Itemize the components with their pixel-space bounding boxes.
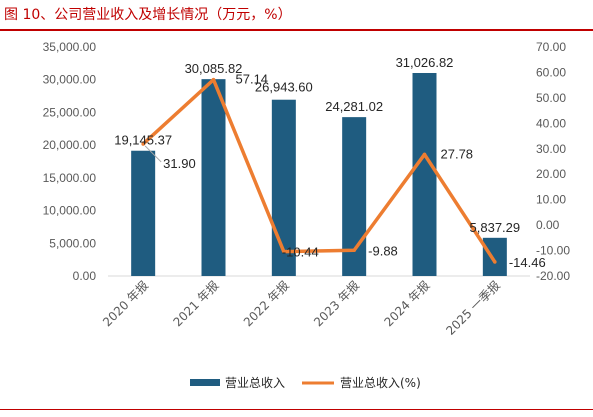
- line-point: [422, 152, 427, 157]
- line-point: [211, 77, 216, 82]
- right-tick-label: 0.00: [536, 218, 560, 232]
- data-labels: 19,145.37 30,085.82 26,943.60 24,281.02 31,0…: [114, 55, 545, 270]
- left-tick-label: 5,000.00: [49, 236, 96, 250]
- category-label: 2022 年报: [240, 278, 292, 330]
- legend-bar-swatch: [190, 379, 220, 386]
- left-tick-label: 15,000.00: [43, 171, 97, 185]
- label-leader-line: [144, 145, 162, 163]
- line-data-label: -14.46: [509, 255, 546, 270]
- right-tick-label: 70.00: [536, 40, 566, 54]
- line-data-label: -9.88: [368, 243, 398, 258]
- bar: [131, 150, 156, 276]
- left-tick-label: 30,000.00: [43, 73, 97, 87]
- category-label: 2020 年报: [99, 278, 151, 330]
- line-series: [141, 77, 497, 264]
- right-tick-label: 20.00: [536, 167, 566, 181]
- legend-bar-label: 营业总收入: [225, 376, 285, 390]
- right-axis-ticks: -20.00 -10.00 0.00 10.00 20.00 30.00 40.00 50.0…: [536, 40, 570, 283]
- bar-data-label: 31,026.82: [396, 55, 454, 70]
- legend-line-label: 营业总收入(%): [340, 376, 421, 390]
- bar-data-label: 30,085.82: [185, 61, 243, 76]
- left-tick-label: 0.00: [73, 269, 97, 283]
- right-tick-label: 40.00: [536, 116, 566, 130]
- bar: [201, 79, 226, 277]
- left-tick-label: 35,000.00: [43, 40, 97, 54]
- category-label: 2021 年报: [170, 278, 222, 330]
- category-label: 2023 年报: [310, 278, 362, 330]
- right-tick-label: -10.00: [536, 244, 570, 258]
- left-axis-ticks: 0.00 5,000.00 10,000.00 15,000.00 20,000.00 2…: [43, 40, 97, 283]
- category-label: 2025 一季报: [443, 278, 503, 338]
- left-tick-label: 25,000.00: [43, 105, 97, 119]
- category-labels: 2020 年报 2021 年报 2022 年报 2023 年报 2024 年报 2025 …: [99, 278, 503, 338]
- growth-line: [141, 77, 497, 263]
- bar-data-label: 5,837.29: [470, 220, 521, 235]
- right-tick-label: -20.00: [536, 269, 570, 283]
- right-tick-label: 60.00: [536, 65, 566, 79]
- chart-title: 图 10、公司营业收入及增长情况（万元，%）: [4, 7, 292, 23]
- line-data-label: -10.44: [282, 245, 319, 260]
- left-tick-label: 20,000.00: [43, 138, 97, 152]
- line-point: [493, 260, 497, 264]
- bar-data-label: 24,281.02: [325, 99, 383, 114]
- bar-series: [131, 72, 507, 277]
- line-point: [141, 142, 145, 146]
- bar: [482, 237, 507, 276]
- line-data-label: 27.78: [441, 146, 474, 161]
- line-data-label: 57.14: [236, 72, 269, 87]
- line-point: [352, 248, 356, 253]
- category-label: 2024 年报: [381, 278, 433, 330]
- right-tick-label: 50.00: [536, 91, 566, 105]
- right-tick-label: 30.00: [536, 142, 566, 156]
- right-tick-label: 10.00: [536, 193, 566, 207]
- bar-data-label: 19,145.37: [114, 133, 172, 148]
- legend: 营业总收入 营业总收入(%): [190, 376, 421, 390]
- title-rule: [0, 29, 593, 31]
- left-tick-label: 10,000.00: [43, 204, 97, 218]
- bar-data-label: 26,943.60: [255, 80, 313, 95]
- bar: [271, 99, 296, 276]
- bar: [412, 72, 437, 277]
- line-point: [282, 249, 286, 254]
- bottom-rule: [0, 409, 593, 410]
- line-data-label: 31.90: [163, 156, 196, 171]
